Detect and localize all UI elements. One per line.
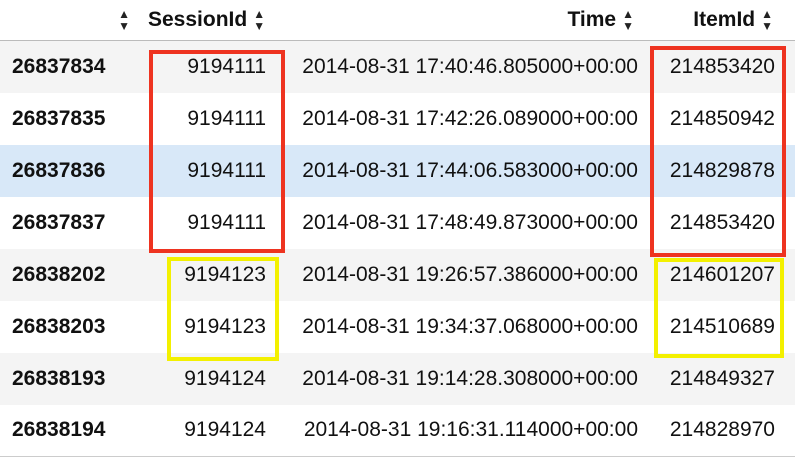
time-cell: 2014-08-31 17:40:46.805000+00:00 [302, 54, 638, 78]
time-cell: 2014-08-31 17:48:49.873000+00:00 [302, 210, 638, 234]
time-cell: 2014-08-31 19:14:28.308000+00:00 [302, 366, 638, 390]
row-index-cell: 26838193 [12, 366, 106, 390]
time-cell: 2014-08-31 19:16:31.114000+00:00 [303, 418, 638, 442]
table-row-hovered[interactable]: 26837836 9194111 2014-08-31 17:44:06.583… [0, 144, 795, 197]
session-id-cell: 9194111 [187, 54, 266, 78]
column-header-label: SessionId [148, 7, 248, 31]
table-row[interactable]: 26837837 9194111 2014-08-31 17:48:49.873… [0, 197, 795, 249]
row-index-cell: 26837837 [12, 210, 106, 234]
column-header-sessionid[interactable]: SessionId ▲ ▼ [148, 0, 280, 41]
table-row[interactable]: 26837834 9194111 2014-08-31 17:40:46.805… [0, 40, 795, 93]
row-index-cell: 26838194 [12, 418, 106, 442]
row-index-cell: 26837835 [12, 106, 106, 130]
session-id-cell: 9194123 [184, 262, 266, 286]
item-id-cell: 214849327 [669, 366, 775, 390]
column-header-label: Time [567, 7, 617, 31]
row-index-cell: 26838203 [12, 314, 106, 338]
row-index-cell: 26838202 [12, 262, 106, 286]
column-header-itemid[interactable]: ItemId ▲ ▼ [648, 0, 795, 41]
sort-up-down-icon[interactable]: ▲ ▼ [253, 7, 266, 34]
item-id-cell: 214601207 [669, 262, 775, 286]
table-row[interactable]: 26837835 9194111 2014-08-31 17:42:26.089… [0, 93, 795, 145]
row-index-cell: 26837836 [12, 158, 106, 182]
session-id-cell: 9194111 [187, 106, 266, 130]
table-row[interactable]: 26838194 9194124 2014-08-31 19:16:31.114… [0, 405, 795, 457]
time-cell: 2014-08-31 19:34:37.068000+00:00 [302, 314, 638, 338]
sort-up-down-icon[interactable]: ▲ ▼ [761, 7, 773, 34]
time-cell: 2014-08-31 17:44:06.583000+00:00 [302, 158, 638, 182]
item-id-cell: 214829878 [669, 158, 775, 182]
item-id-cell: 214828970 [669, 418, 775, 442]
time-cell: 2014-08-31 19:26:57.386000+00:00 [302, 262, 638, 286]
column-header-index[interactable]: ▲ ▼ [0, 0, 148, 41]
column-header-label: ItemId [693, 7, 756, 31]
item-id-cell: 214853420 [669, 210, 775, 234]
session-id-cell: 9194111 [187, 158, 266, 182]
sort-up-down-icon[interactable]: ▲ ▼ [622, 7, 634, 34]
item-id-cell: 214853420 [669, 54, 775, 78]
header-row: ▲ ▼ SessionId ▲ ▼ Time ▲ ▼ ItemId ▲ ▼ [0, 0, 795, 41]
item-id-cell: 214850942 [669, 106, 775, 130]
table-row[interactable]: 26838203 9194123 2014-08-31 19:34:37.068… [0, 301, 795, 353]
session-id-cell: 9194124 [184, 418, 266, 442]
session-id-cell: 9194123 [184, 314, 266, 338]
session-id-cell: 9194111 [187, 210, 266, 234]
item-id-cell: 214510689 [669, 314, 775, 338]
table-row[interactable]: 26838193 9194124 2014-08-31 19:14:28.308… [0, 352, 795, 405]
column-header-time[interactable]: Time ▲ ▼ [280, 0, 648, 41]
row-index-cell: 26837834 [12, 54, 106, 78]
sort-up-down-icon[interactable]: ▲ ▼ [118, 7, 130, 34]
dataframe-table: ▲ ▼ SessionId ▲ ▼ Time ▲ ▼ ItemId ▲ ▼ 26837834 … [0, 0, 795, 457]
table-row[interactable]: 26838202 9194123 2014-08-31 19:26:57.386… [0, 248, 795, 301]
time-cell: 2014-08-31 17:42:26.089000+00:00 [302, 106, 638, 130]
session-id-cell: 9194124 [184, 366, 266, 390]
